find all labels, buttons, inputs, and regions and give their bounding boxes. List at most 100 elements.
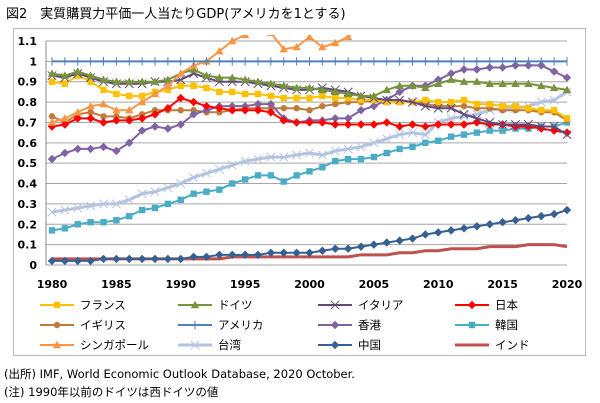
legend-item: シンガポール bbox=[40, 338, 149, 352]
data-point bbox=[343, 244, 353, 253]
data-point bbox=[112, 254, 121, 264]
data-point bbox=[126, 212, 133, 220]
data-point bbox=[138, 92, 146, 100]
data-point bbox=[99, 142, 108, 152]
data-point bbox=[151, 204, 159, 212]
data-point bbox=[99, 118, 108, 127]
legend-item: 韓国 bbox=[455, 318, 518, 332]
data-point bbox=[356, 120, 366, 129]
data-point bbox=[229, 180, 236, 187]
data-point bbox=[99, 99, 108, 108]
data-point bbox=[60, 71, 70, 79]
data-point bbox=[395, 95, 405, 105]
data-point bbox=[86, 114, 95, 123]
data-point bbox=[305, 248, 314, 257]
data-point bbox=[537, 81, 546, 89]
data-point bbox=[330, 146, 340, 156]
data-point bbox=[318, 118, 327, 127]
legend-item: 台湾 bbox=[178, 338, 241, 352]
data-point bbox=[382, 238, 391, 247]
data-point bbox=[549, 95, 559, 105]
data-point bbox=[279, 81, 288, 89]
x-tick-label: 2020 bbox=[552, 278, 583, 291]
data-point bbox=[562, 85, 572, 94]
data-point bbox=[356, 242, 366, 251]
data-point bbox=[306, 168, 313, 175]
legend-item: インド bbox=[455, 338, 530, 352]
data-point bbox=[137, 97, 147, 106]
data-point bbox=[150, 77, 160, 85]
data-point bbox=[343, 144, 353, 154]
data-point bbox=[446, 226, 456, 235]
data-point bbox=[126, 92, 133, 100]
data-point bbox=[460, 131, 468, 138]
data-point bbox=[395, 8, 403, 15]
data-point bbox=[189, 252, 198, 262]
legend-item: 中国 bbox=[318, 338, 381, 352]
data-point bbox=[253, 154, 263, 164]
data-point bbox=[498, 79, 507, 87]
data-point bbox=[266, 248, 276, 257]
data-point bbox=[125, 138, 134, 148]
data-point bbox=[48, 78, 56, 85]
data-point bbox=[563, 115, 571, 122]
data-point bbox=[215, 73, 224, 81]
data-point bbox=[549, 67, 559, 76]
legend-label: インド bbox=[495, 338, 530, 352]
data-point bbox=[176, 93, 185, 103]
data-point bbox=[279, 44, 288, 53]
data-point bbox=[331, 114, 340, 123]
data-point bbox=[292, 118, 301, 127]
data-point bbox=[176, 69, 185, 77]
series-1 bbox=[47, 65, 572, 100]
legend-item: アメリカ bbox=[178, 318, 263, 332]
data-point bbox=[280, 105, 287, 112]
data-point bbox=[498, 63, 507, 72]
data-point bbox=[216, 186, 223, 193]
data-point bbox=[447, 133, 455, 140]
y-tick-label: 0.8 bbox=[18, 96, 38, 109]
data-point bbox=[472, 113, 482, 123]
data-point bbox=[112, 146, 121, 156]
data-point bbox=[319, 92, 326, 100]
data-point bbox=[395, 130, 405, 140]
data-point bbox=[460, 102, 468, 110]
data-point bbox=[73, 256, 82, 266]
data-point bbox=[459, 120, 469, 129]
y-tick-label: 0.5 bbox=[18, 157, 38, 170]
data-point bbox=[48, 113, 56, 120]
data-point bbox=[100, 113, 107, 120]
data-point bbox=[499, 127, 506, 134]
data-point bbox=[369, 101, 379, 111]
data-point bbox=[536, 97, 546, 107]
legend-item: イギリス bbox=[40, 318, 126, 332]
data-point bbox=[47, 118, 57, 126]
data-point bbox=[421, 122, 430, 131]
data-point bbox=[87, 78, 94, 85]
data-point bbox=[189, 65, 198, 73]
data-point bbox=[562, 205, 572, 215]
data-point bbox=[253, 250, 263, 260]
data-point bbox=[254, 172, 262, 179]
data-point bbox=[164, 200, 172, 208]
y-tick-label: 0 bbox=[29, 259, 37, 272]
legend-label: 中国 bbox=[358, 338, 381, 352]
data-point bbox=[485, 79, 494, 87]
data-point bbox=[407, 97, 418, 107]
data-point bbox=[511, 79, 520, 87]
data-point bbox=[420, 101, 430, 111]
data-point bbox=[421, 230, 430, 239]
data-point bbox=[99, 75, 108, 83]
data-point bbox=[549, 83, 559, 92]
data-point bbox=[73, 67, 82, 75]
series-5 bbox=[51, 57, 568, 66]
data-point bbox=[74, 221, 81, 228]
data-point bbox=[47, 207, 57, 217]
data-point bbox=[240, 156, 250, 166]
legend-point bbox=[53, 321, 61, 329]
legend-label: 台湾 bbox=[218, 338, 241, 352]
data-point bbox=[446, 113, 456, 123]
data-point bbox=[446, 75, 456, 83]
data-point bbox=[292, 150, 302, 160]
data-point bbox=[177, 107, 184, 114]
